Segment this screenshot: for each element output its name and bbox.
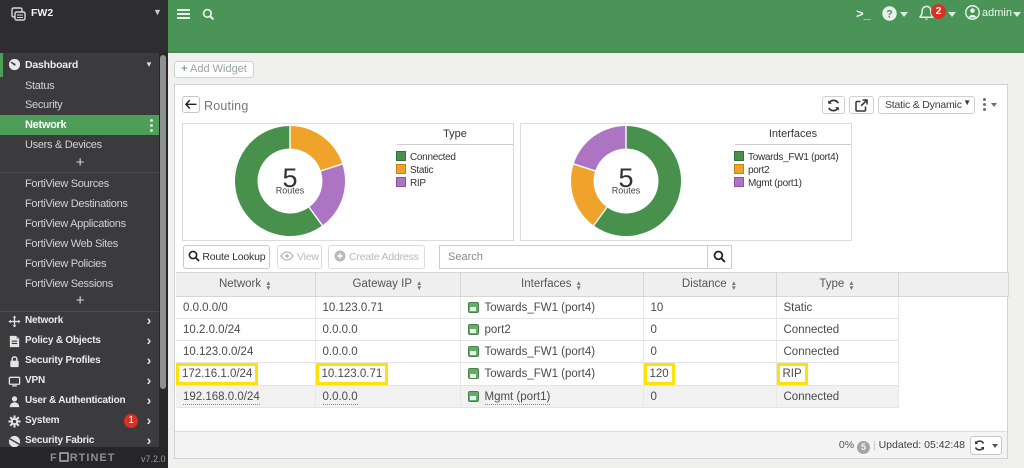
svg-text:?: ? <box>886 8 892 20</box>
svg-text:Routes: Routes <box>612 186 641 196</box>
svg-text:5: 5 <box>618 163 633 193</box>
svg-text:5: 5 <box>282 163 297 193</box>
svg-text:Routes: Routes <box>276 186 305 196</box>
